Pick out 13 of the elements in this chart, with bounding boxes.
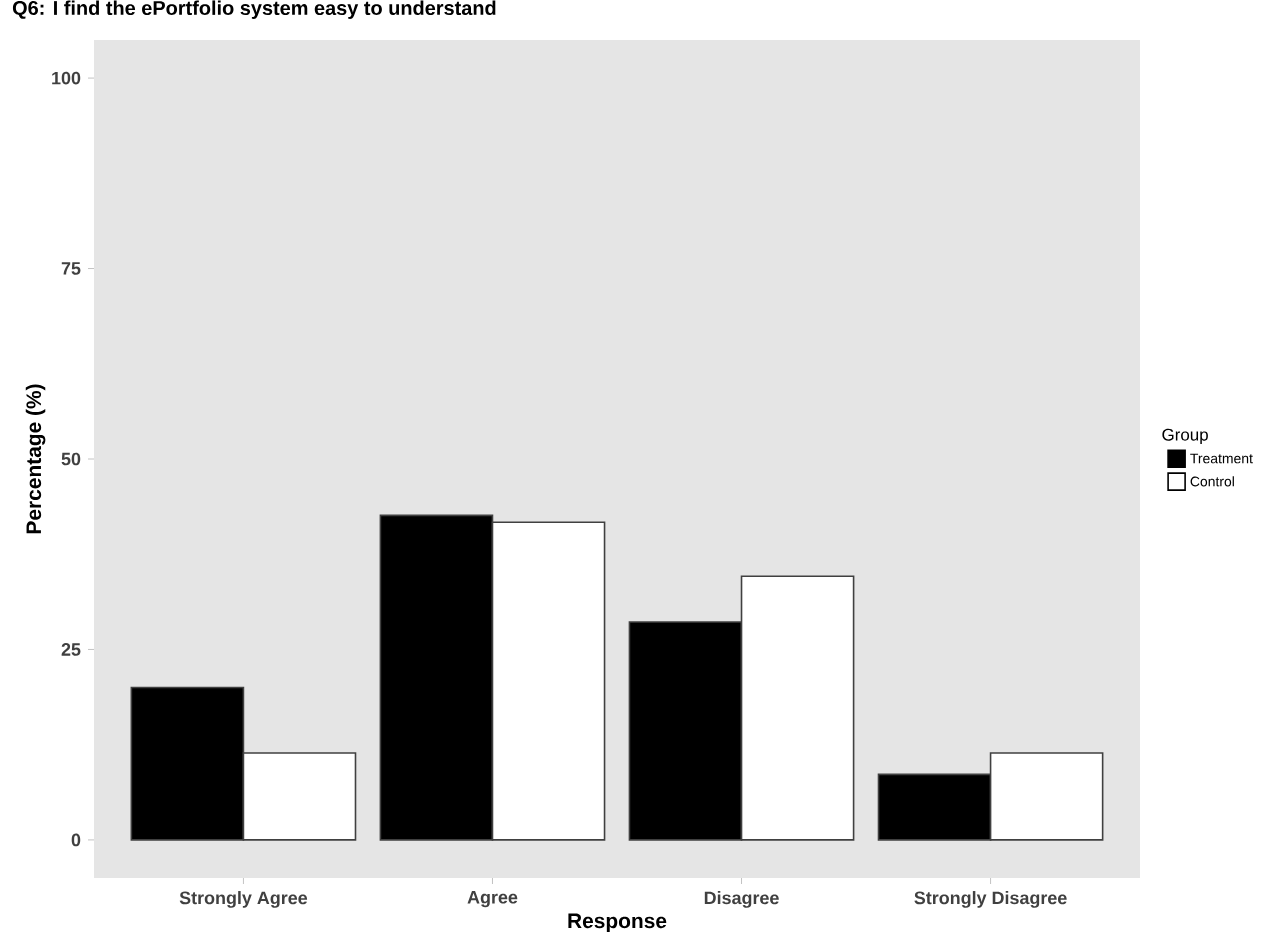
chart-title: Q6: I find the ePortfolio system easy to understand [12,0,496,19]
x-tick-label: Agree [467,891,518,908]
x-tick-label: Strongly Disagree [914,891,1067,908]
y-tick-label: 25 [61,643,81,656]
y-tick-label: 100 [52,71,81,85]
y-axis-title: Percentage (%) [25,384,46,534]
x-axis-title: Response [568,913,667,932]
y-tick-label: 50 [61,452,81,466]
legend-title: Group [1162,428,1208,445]
y-tick-label: 75 [61,262,81,275]
x-tick-label: Disagree [704,891,779,908]
y-tick-label: 0 [71,833,81,847]
x-tick-label: Strongly Agree [179,891,308,908]
